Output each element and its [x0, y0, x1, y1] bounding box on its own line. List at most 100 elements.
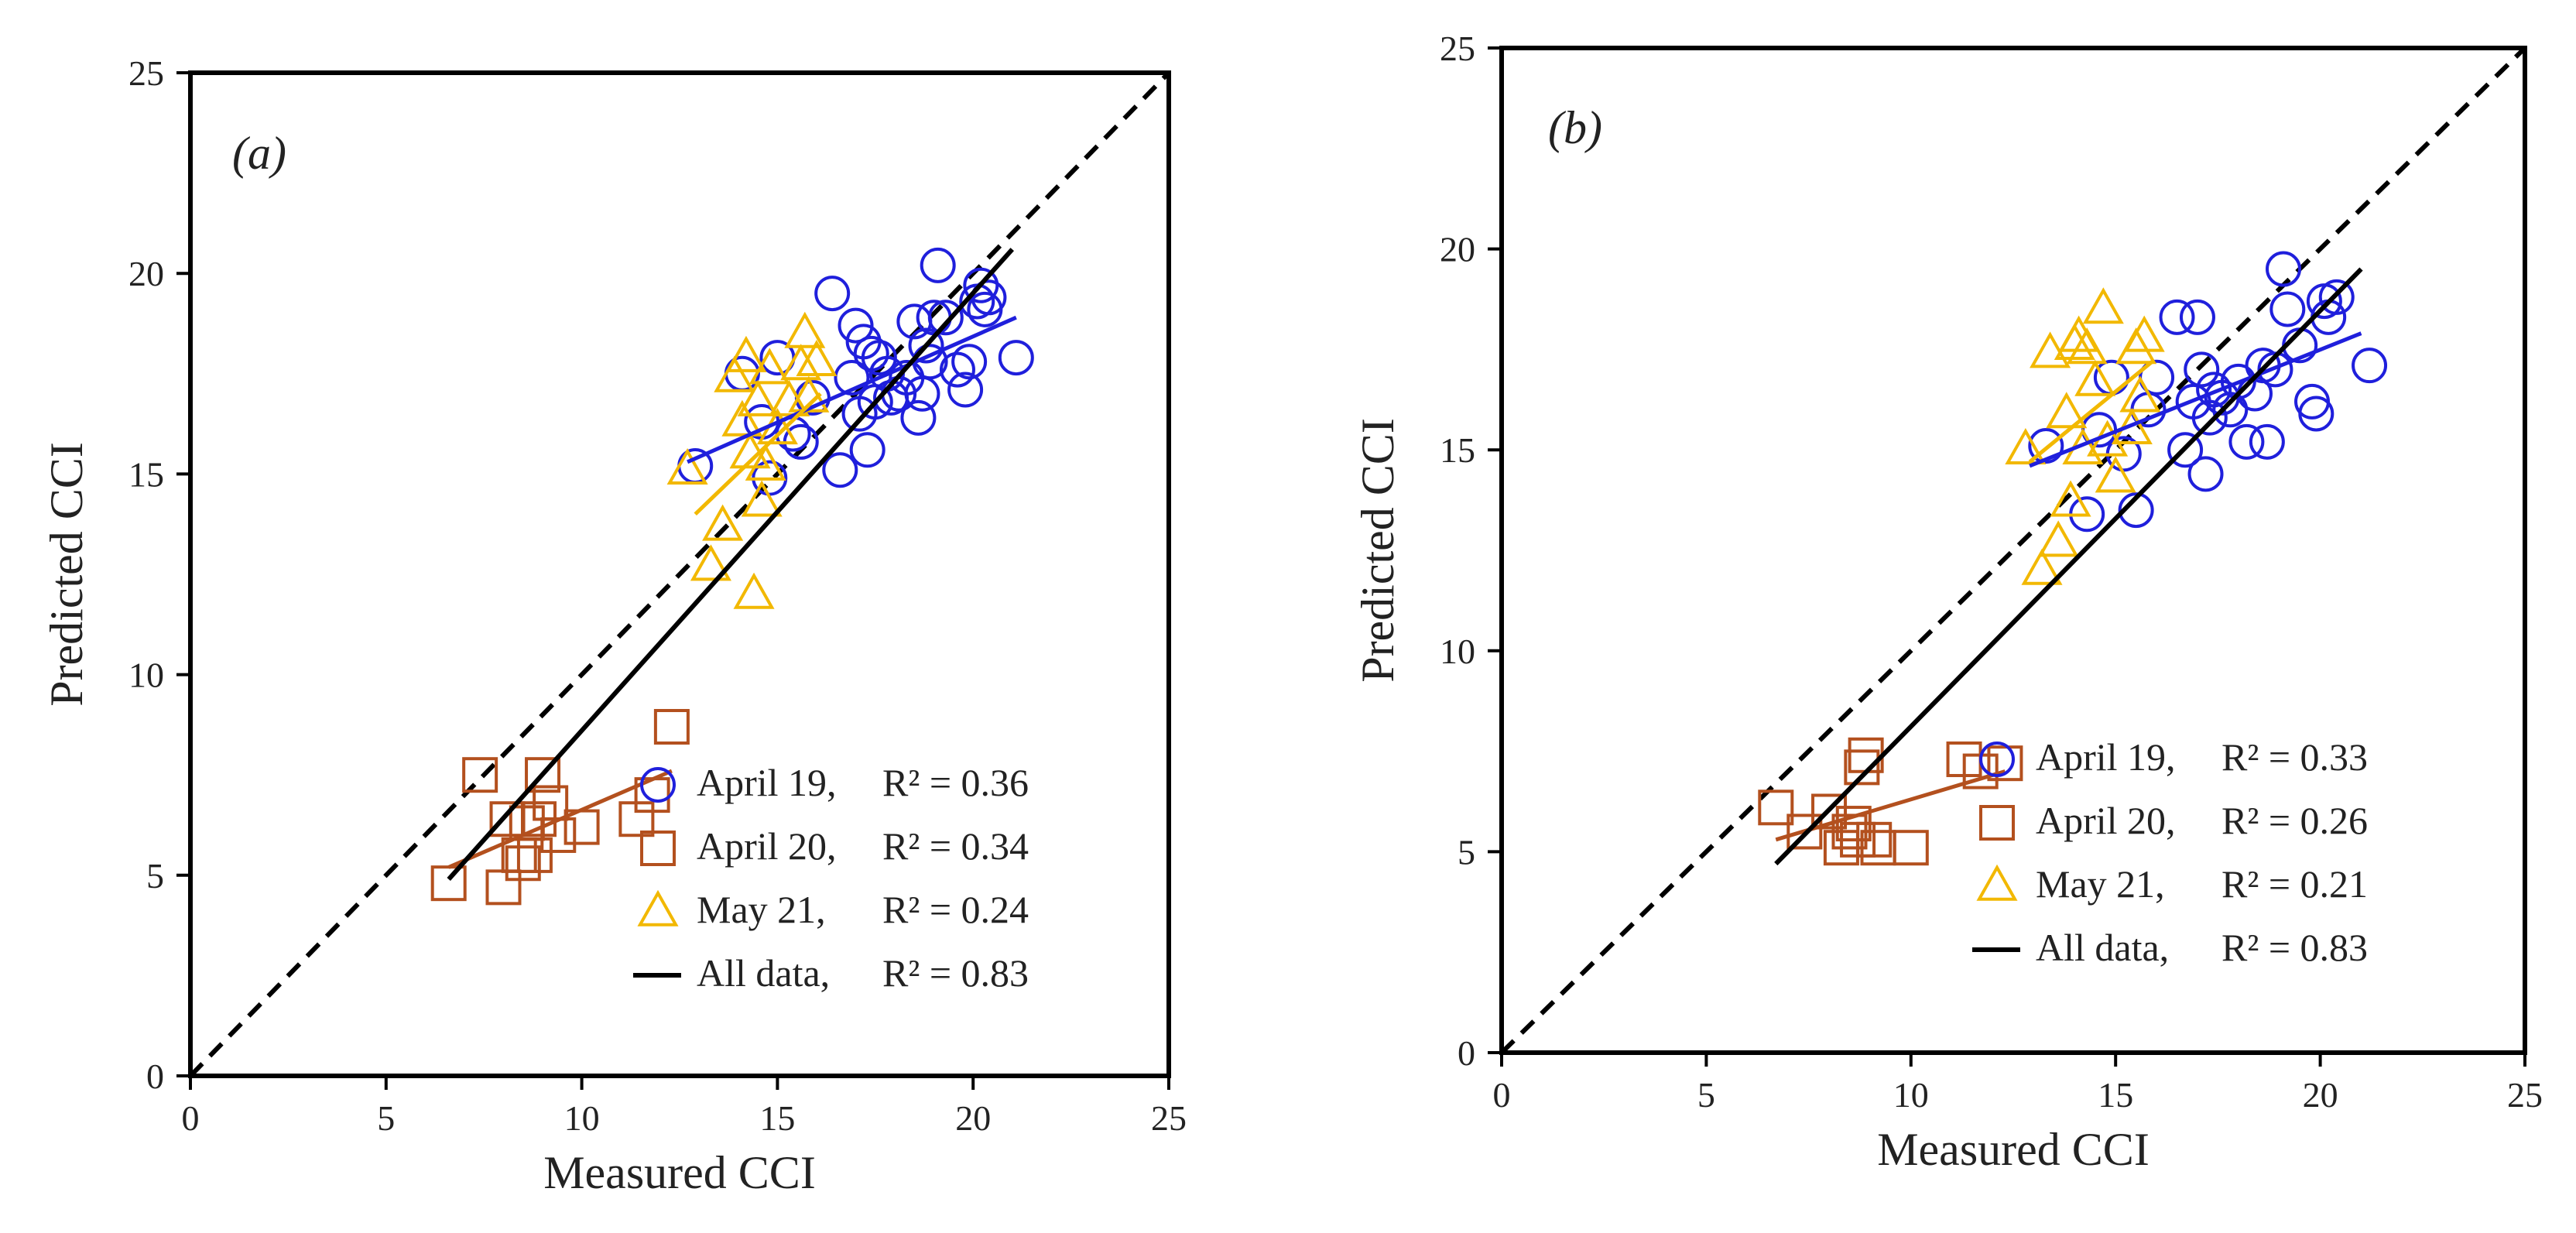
legend-swatch-triangle: [1976, 864, 2018, 901]
x-tick-label: 20: [2303, 1075, 2338, 1115]
data-point-circle: [2187, 456, 2224, 492]
data-point-triangle: [2123, 315, 2165, 352]
data-point-triangle: [745, 444, 786, 481]
legend-r2-value: R² = 0.34: [882, 824, 1029, 868]
x-tick-label: 20: [955, 1098, 991, 1138]
data-point-square: [1893, 830, 1929, 866]
data-point-circle: [2179, 299, 2215, 335]
y-tick-label: 10: [128, 656, 164, 695]
data-point-square: [1758, 789, 1794, 826]
y-tick-label: 25: [128, 53, 164, 93]
data-point-triangle: [725, 335, 767, 372]
legend-series-name: April 19,: [697, 761, 837, 804]
trend-line-circle: [687, 315, 1017, 464]
data-point-triangle: [2046, 392, 2088, 429]
data-point-circle: [822, 452, 858, 488]
x-tick-label: 15: [2098, 1075, 2133, 1115]
x-tick-label: 0: [1493, 1075, 1511, 1115]
legend-series-name: All data,: [2036, 926, 2169, 969]
data-point-square: [1856, 821, 1893, 858]
panel-label: (a): [232, 128, 286, 179]
data-point-circle: [2249, 423, 2285, 460]
x-tick-label: 10: [1893, 1075, 1929, 1115]
data-point-circle: [920, 247, 956, 283]
legend-swatch-circle: [1979, 742, 2015, 777]
data-point-circle: [963, 267, 999, 303]
data-point-square: [1844, 749, 1880, 786]
data-point-triangle: [2119, 375, 2161, 413]
chart-panel-a: 0 5 10 15 20 25 0 5 10 15 20 25 Measured CCI Predicte…: [41, 53, 1187, 1198]
y-tick-label: 20: [128, 254, 164, 293]
panel-label: (b): [1548, 102, 1602, 153]
legend-r2-value: R² = 0.21: [2221, 862, 2368, 906]
data-point-triangle: [702, 504, 744, 541]
data-point-triangle: [796, 340, 838, 377]
data-point-circle: [998, 340, 1034, 376]
y-axis-title: Predicted CCI: [1352, 418, 1403, 683]
data-point-circle: [947, 372, 984, 408]
data-point-triangle: [690, 544, 731, 581]
legend-r2-value: R² = 0.83: [882, 951, 1029, 995]
data-point-circle: [2159, 299, 2195, 335]
y-tick-label: 15: [1440, 430, 1475, 470]
legend-series-name: May 21,: [697, 888, 826, 931]
data-point-circle: [814, 276, 851, 312]
data-point-square: [1987, 745, 2023, 782]
y-tick-label: 0: [1458, 1033, 1475, 1073]
y-tick-label: 5: [1458, 832, 1475, 872]
legend-swatch-square: [1979, 805, 2015, 841]
data-point-triangle: [666, 447, 708, 485]
legend-series-name: April 20,: [2036, 799, 2176, 842]
y-tick-label: 5: [146, 856, 164, 896]
data-point-square: [505, 845, 541, 882]
y-tick-label: 20: [1440, 230, 1475, 269]
x-tick-label: 5: [377, 1098, 395, 1138]
x-axis-title: Measured CCI: [543, 1147, 816, 1198]
data-point-circle: [2167, 432, 2204, 468]
legend-swatch-circle: [640, 767, 676, 803]
data-point-circle: [849, 432, 886, 468]
data-point-triangle: [741, 480, 783, 517]
y-axis-title: Predicted CCI: [41, 442, 92, 707]
data-point-triangle: [784, 311, 826, 348]
plot-frame: [1499, 46, 2527, 1055]
data-point-square: [516, 837, 553, 873]
data-point-triangle: [780, 344, 822, 381]
legend-r2-value: R² = 0.83: [2221, 926, 2368, 969]
trend-line-line: [447, 248, 1014, 881]
legend-series-name: All data,: [697, 951, 830, 995]
data-point-square: [653, 708, 690, 745]
data-point-triangle: [733, 572, 775, 609]
legend-swatch-square: [640, 831, 676, 866]
trend-line-square: [447, 769, 673, 869]
x-axis-title: Measured CCI: [1877, 1124, 2150, 1175]
data-point-triangle: [2050, 480, 2091, 517]
data-point-circle: [927, 300, 964, 336]
data-point-circle: [2352, 348, 2388, 384]
data-point-triangle: [721, 399, 763, 437]
data-point-circle: [971, 279, 1007, 316]
data-point-triangle: [2021, 548, 2063, 585]
legend-series-name: April 19,: [2036, 735, 2176, 779]
data-point-square: [525, 757, 561, 793]
series-square-markers: [430, 708, 690, 906]
data-point-triangle: [748, 348, 790, 385]
data-point-circle: [2212, 392, 2249, 428]
trend-line-circle: [2029, 331, 2362, 468]
data-point-square: [1811, 793, 1848, 830]
data-point-circle: [834, 359, 870, 396]
x-tick-label: 15: [759, 1098, 795, 1138]
data-point-circle: [2191, 399, 2228, 436]
data-point-triangle: [2074, 359, 2116, 396]
data-point-circle: [2228, 423, 2265, 460]
data-point-triangle: [2005, 427, 2047, 464]
y-tick-label: 15: [128, 454, 164, 494]
data-point-square: [462, 757, 498, 793]
data-point-circle: [939, 351, 975, 388]
one-to-one-line: [1499, 46, 2527, 1055]
x-tick-label: 25: [2507, 1075, 2543, 1115]
data-point-circle: [2184, 351, 2220, 388]
data-point-circle: [2318, 279, 2355, 315]
